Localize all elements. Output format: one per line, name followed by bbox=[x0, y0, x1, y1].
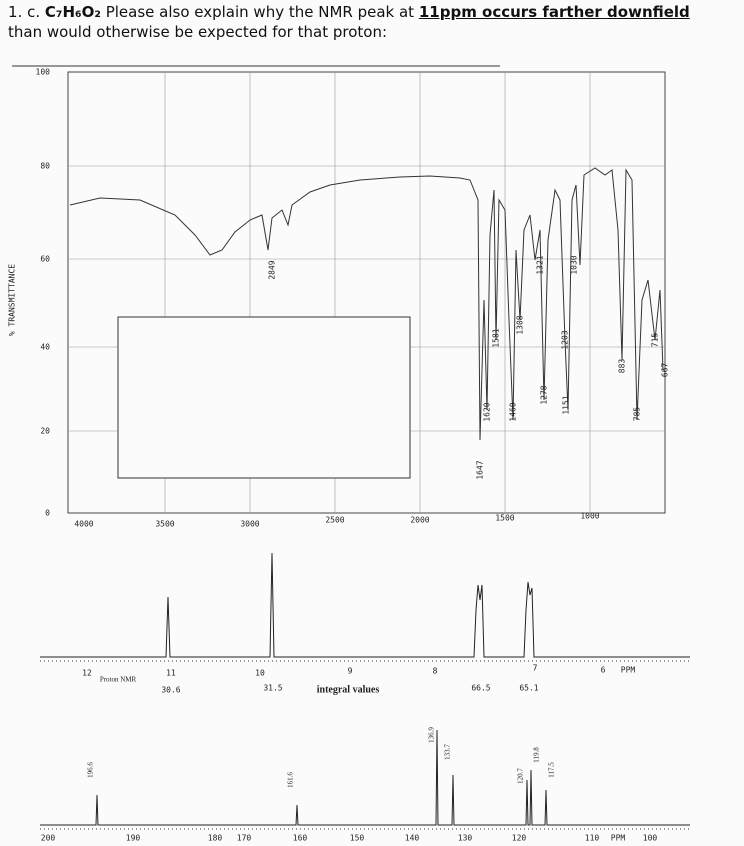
peak-label: 133.7 bbox=[444, 744, 452, 760]
answer-box bbox=[117, 316, 411, 479]
question-text: than would otherwise be expected for tha… bbox=[8, 23, 388, 41]
ppm-tick-label: 6 bbox=[601, 666, 606, 675]
peak-label: 1278 bbox=[540, 385, 549, 404]
emphasis: 11ppm occurs farther downfield bbox=[418, 3, 690, 21]
x-tick-label: 2000 bbox=[410, 516, 429, 525]
peak-label: 161.6 bbox=[287, 772, 295, 788]
formula: C₇H₆O₂ bbox=[44, 3, 101, 21]
x-tick-label: 4000 bbox=[74, 520, 93, 529]
question: 1. c. C₇H₆O₂ Please also explain why the… bbox=[8, 2, 708, 42]
peak-label: 136.9 bbox=[428, 727, 436, 743]
peak-label: 1030 bbox=[570, 255, 579, 274]
peak-label: 1151 bbox=[562, 395, 571, 414]
x-tick-label: 1000 bbox=[580, 512, 599, 521]
peak-label: 120.7 bbox=[517, 768, 525, 784]
peak-label: 2849 bbox=[268, 260, 277, 279]
integral: 31.5 bbox=[263, 684, 282, 693]
question-text: Please also explain why the NMR peak at bbox=[105, 3, 415, 21]
ppm-tick-label: 11 bbox=[166, 669, 176, 678]
y-tick-label: 100 bbox=[36, 68, 51, 77]
x-tick-label: 3500 bbox=[155, 520, 174, 529]
question-number: 1. c. bbox=[8, 3, 41, 21]
y-tick-label: 80 bbox=[40, 162, 50, 171]
ppm-tick-label: 7 bbox=[533, 664, 538, 673]
x-tick-label: 1500 bbox=[495, 514, 514, 523]
peak-label: 117.5 bbox=[548, 762, 556, 778]
peak-label: 1321 bbox=[536, 255, 545, 274]
y-tick-label: 40 bbox=[40, 343, 50, 352]
ppm-tick-label: 9 bbox=[348, 667, 353, 676]
peak-label: 1308 bbox=[516, 315, 525, 334]
ir-curve bbox=[69, 167, 664, 441]
ppm-unit: PPM bbox=[621, 666, 636, 675]
ppm-tick-label: 180 bbox=[208, 834, 223, 843]
peak-label: 1203 bbox=[561, 330, 570, 349]
proton-nmr-trace bbox=[40, 552, 690, 658]
ppm-tick-label: 200 bbox=[41, 834, 56, 843]
ppm-tick-label: 190 bbox=[126, 834, 141, 843]
x-tick-label: 3000 bbox=[240, 520, 259, 529]
ppm-tick-label: 170 bbox=[237, 834, 252, 843]
peak-label: 1581 bbox=[492, 328, 501, 347]
x-tick-label: 2500 bbox=[325, 516, 344, 525]
integral: 30.6 bbox=[161, 686, 180, 695]
ppm-tick-label: 120 bbox=[512, 834, 527, 843]
peak-label: 119.8 bbox=[533, 747, 541, 763]
ppm-unit: PPM bbox=[611, 834, 626, 843]
ir-frame bbox=[67, 71, 666, 514]
ppm-tick-label: 150 bbox=[350, 834, 365, 843]
y-tick-label: 60 bbox=[40, 255, 50, 264]
ppm-tick-label: 160 bbox=[293, 834, 308, 843]
y-tick-label: 20 bbox=[40, 427, 50, 436]
peak-label: 1620 bbox=[483, 402, 492, 421]
peak-label: 785 bbox=[633, 407, 642, 422]
nmr-label: Proton NMR bbox=[100, 676, 137, 684]
peak-label: 1460 bbox=[509, 402, 518, 421]
y-axis-label: % TRANSMITTANCE bbox=[8, 264, 17, 336]
y-tick-label: 0 bbox=[45, 509, 50, 518]
integral: 66.5 bbox=[471, 684, 490, 693]
peak-label: 196.6 bbox=[87, 762, 95, 778]
ppm-tick-label: 110 bbox=[585, 834, 600, 843]
peak-label: 1647 bbox=[476, 460, 485, 479]
peak-label: 667 bbox=[661, 363, 670, 378]
peak-label: 715 bbox=[651, 333, 660, 348]
ppm-tick-label: 130 bbox=[458, 834, 473, 843]
ppm-tick-label: 140 bbox=[405, 834, 420, 843]
ppm-tick-label: 8 bbox=[433, 667, 438, 676]
ppm-tick-label: 10 bbox=[255, 669, 265, 678]
ppm-tick-label: 100 bbox=[643, 834, 658, 843]
carbon-nmr-trace bbox=[40, 729, 690, 826]
integral-label: integral values bbox=[317, 684, 380, 695]
ppm-tick-label: 12 bbox=[82, 669, 92, 678]
peak-label: 883 bbox=[618, 359, 627, 374]
integral: 65.1 bbox=[519, 684, 538, 693]
